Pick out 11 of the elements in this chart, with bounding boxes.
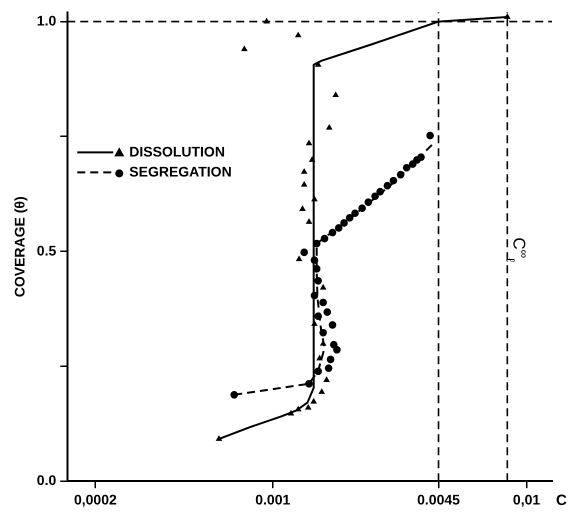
x-tick-label: 0,01	[512, 491, 540, 508]
legend-label: DISSOLUTION	[129, 143, 225, 160]
y-tick-label: 1.0	[36, 12, 56, 28]
legend-label: SEGREGATION	[129, 163, 232, 180]
x-tick-label: 0,0002	[74, 491, 117, 508]
x-tick-label: 0.0045	[417, 491, 460, 508]
x-tick-label: 0.001	[255, 491, 290, 508]
y-tick-label: 0.0	[36, 472, 56, 488]
y-tick-label: 0.5	[36, 242, 56, 258]
x-axis-title: C	[556, 492, 567, 509]
y-axis-title: COVERAGE (θ)	[11, 196, 28, 298]
